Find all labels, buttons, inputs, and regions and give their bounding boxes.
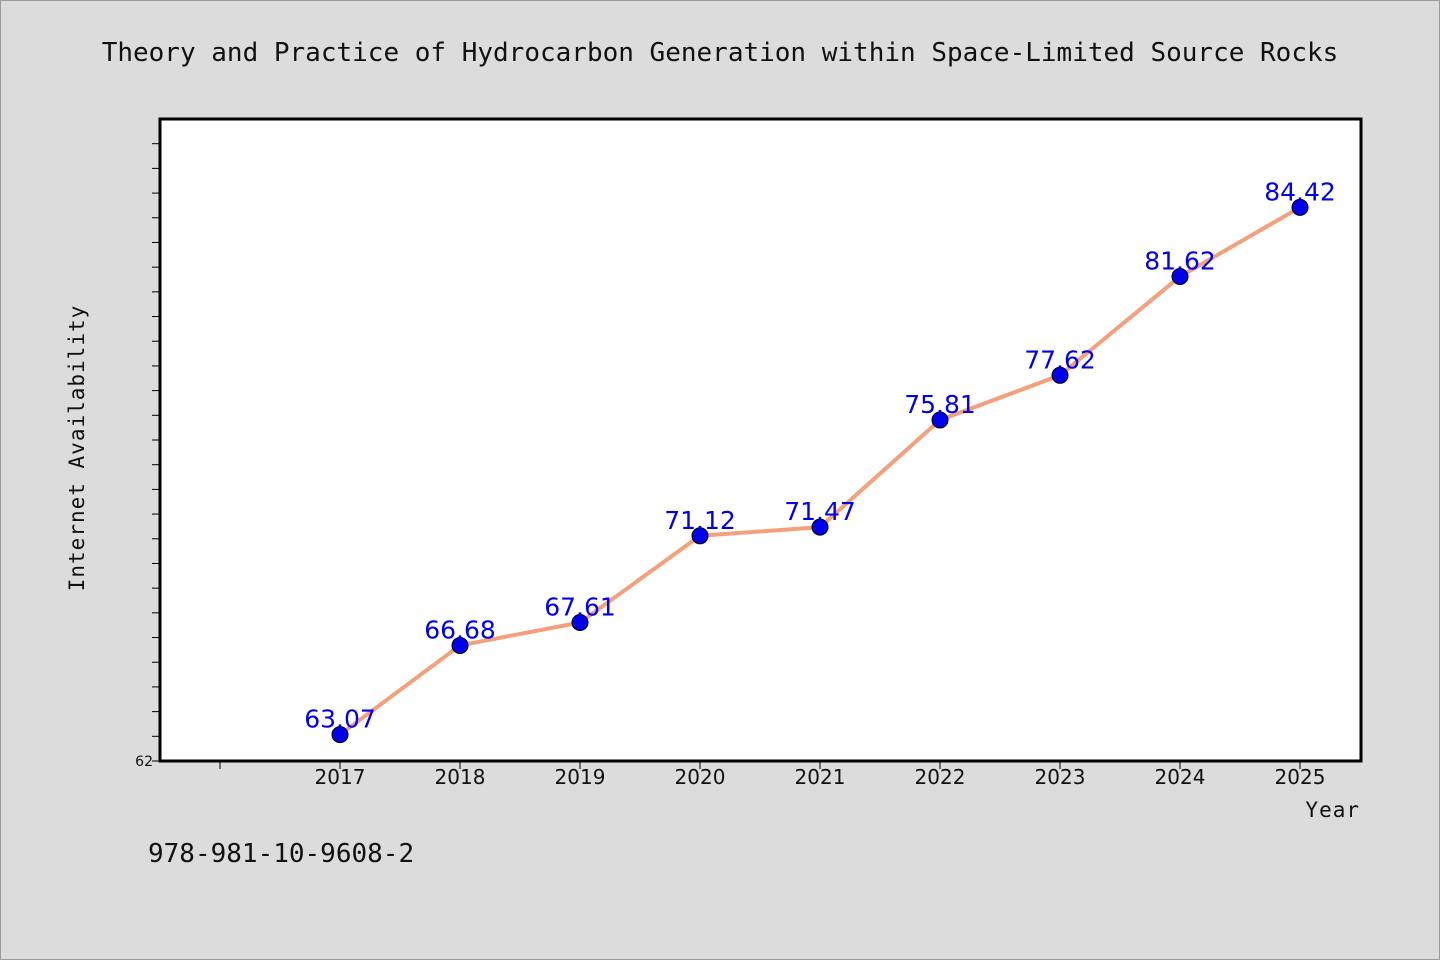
x-tick-label: 2022 xyxy=(915,765,966,789)
x-tick-label: 2023 xyxy=(1035,765,1086,789)
series-markers xyxy=(331,198,1309,744)
data-point xyxy=(1171,268,1189,286)
x-axis-tick-labels: 2017 2018 2019 2020 2021 2022 2023 2024 2025 xyxy=(315,765,1326,789)
data-point xyxy=(571,613,589,631)
data-label: 71.12 xyxy=(664,506,736,535)
data-label: 81.62 xyxy=(1144,247,1216,276)
x-tick-label: 2024 xyxy=(1155,765,1206,789)
data-label: 71.47 xyxy=(784,497,856,526)
data-point xyxy=(331,726,349,744)
data-label: 84.42 xyxy=(1264,177,1336,206)
data-point xyxy=(1051,366,1069,384)
x-tick-label: 2020 xyxy=(675,765,726,789)
data-labels: 63.07 66.68 67.61 71.12 71.47 75.81 77.62 81.62… xyxy=(304,177,1336,733)
data-label: 75.81 xyxy=(904,390,976,419)
x-tick-label: 2018 xyxy=(435,765,486,789)
x-axis-ticks xyxy=(219,761,1301,769)
data-label: 66.68 xyxy=(424,615,496,644)
data-point xyxy=(1291,198,1309,216)
data-label: 63.07 xyxy=(304,705,376,734)
data-point xyxy=(691,527,709,545)
data-point xyxy=(931,411,949,429)
y-axis-label: Internet Availability xyxy=(65,305,89,592)
footer-isbn: 978-981-10-9608-2 xyxy=(148,839,414,869)
data-point xyxy=(811,518,829,536)
y-tick-label-min: 62 xyxy=(135,754,153,770)
data-label: 77.62 xyxy=(1024,345,1096,374)
x-tick-label: 2021 xyxy=(795,765,846,789)
plot-area xyxy=(158,117,1363,763)
chart-title: Theory and Practice of Hydrocarbon Gener… xyxy=(102,38,1339,68)
y-axis-ticks xyxy=(152,143,160,762)
x-tick-label: 2017 xyxy=(315,765,366,789)
x-tick-label: 2025 xyxy=(1275,765,1326,789)
x-tick-label: 2019 xyxy=(555,765,606,789)
data-point xyxy=(451,636,469,654)
data-label: 67.61 xyxy=(544,592,616,621)
x-axis-label: Year xyxy=(1305,798,1360,822)
